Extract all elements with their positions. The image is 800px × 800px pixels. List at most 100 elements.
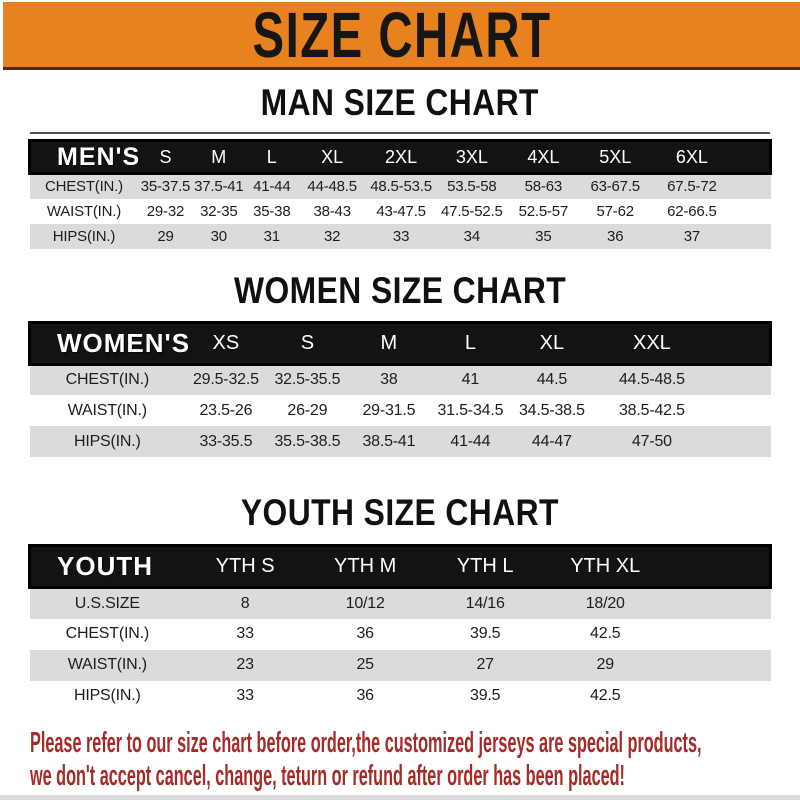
value-cell: 26-29: [287, 401, 328, 419]
value-cell: 58-63: [524, 178, 563, 196]
value-cell: 36: [356, 687, 374, 704]
value-cell: 33: [236, 625, 254, 642]
value-cell: 42.5: [590, 687, 621, 704]
row-label: HIPS(IN.): [52, 227, 116, 245]
value-cell: 34.5-38.5: [518, 401, 585, 419]
value-cell: 25: [356, 656, 374, 673]
table-row: HIPS(IN.) 33-35.5 35.5-38.5 38.5-41 41-44 44-…: [29, 426, 771, 457]
filler-cell: [733, 199, 771, 224]
value-cell: 67.5-72: [667, 178, 717, 196]
table-row: WAIST(IN.) 29-32 32-35 35-38 38-43 43-47.5 47.…: [30, 199, 771, 224]
value-cell: 38-43: [313, 202, 351, 220]
men-heading-text: MAN SIZE CHART: [260, 82, 540, 123]
table-row: CHEST(IN.) 33 36 39.5 42.5: [30, 619, 771, 650]
size-column-header: XS: [212, 331, 240, 354]
women-heading-text: WOMEN SIZE CHART: [233, 269, 567, 311]
value-cell: 37: [683, 227, 701, 245]
filler-cell: [711, 426, 770, 457]
value-cell: 41: [461, 371, 480, 389]
men-size-table: MEN'S S M L XL 2XL 3XL 4XL 5XL 6XL CHEST(IN.) 35-37…: [28, 139, 772, 249]
value-cell: 23: [236, 656, 254, 673]
value-cell: 38.5-41: [362, 432, 416, 450]
value-cell: 32-35: [200, 202, 238, 220]
size-column-header: YTH XL: [570, 555, 641, 577]
youth-size-table: YOUTH YTH S YTH M YTH L YTH XL U.S.SIZE 8 10/12…: [28, 544, 772, 712]
size-column-header: L: [266, 146, 277, 167]
value-cell: 29.5-32.5: [192, 371, 259, 389]
women-section-heading: WOMEN SIZE CHART: [0, 269, 800, 311]
size-column-header: 3XL: [455, 146, 488, 167]
value-cell: 42.5: [590, 625, 621, 642]
value-cell: 29: [157, 227, 174, 245]
table-row: WAIST(IN.) 23 25 27 29: [29, 649, 771, 681]
page-title: SIZE CHART: [252, 0, 551, 71]
value-cell: 38.5-42.5: [618, 401, 685, 419]
value-cell: 14/16: [465, 594, 505, 612]
value-cell: 29-32: [146, 202, 185, 220]
value-cell: 32.5-35.5: [274, 371, 341, 389]
size-column-header: YTH S: [215, 555, 275, 577]
table-header-row: MEN'S S M L XL 2XL 3XL 4XL 5XL 6XL: [29, 140, 771, 174]
value-cell: 31: [263, 227, 280, 245]
bottom-edge-strip: [0, 795, 800, 800]
row-label: CHEST(IN.): [65, 625, 150, 642]
value-cell: 33-35.5: [199, 432, 253, 450]
row-label: WAIST(IN.): [67, 401, 147, 419]
value-cell: 47-50: [631, 432, 672, 450]
size-column-header: YTH L: [456, 555, 514, 577]
value-cell: 44-48.5: [307, 178, 357, 196]
filler-cell: [711, 322, 770, 364]
size-column-header: 2XL: [385, 146, 418, 167]
banner: SIZE CHART: [3, 2, 800, 70]
row-label: CHEST(IN.): [65, 371, 150, 389]
value-cell: 38: [380, 371, 398, 389]
table-group-label: YOUTH: [57, 551, 153, 581]
size-column-header: 5XL: [599, 146, 632, 167]
table-group-label: MEN'S: [57, 142, 141, 171]
value-cell: 33: [236, 687, 254, 704]
size-column-header: M: [380, 331, 398, 354]
value-cell: 35.5-38.5: [274, 432, 341, 450]
value-cell: 29-31.5: [362, 401, 416, 419]
size-column-header: S: [300, 331, 315, 354]
row-label: WAIST(IN.): [67, 656, 147, 673]
value-cell: 37.5-41: [194, 178, 244, 196]
size-column-header: S: [159, 146, 172, 167]
footer-note: Please refer to our size chart before or…: [30, 726, 800, 792]
value-cell: 35-37.5: [140, 178, 191, 196]
filler-cell: [665, 650, 770, 681]
value-cell: 48.5-53.5: [370, 178, 432, 196]
value-cell: 18/20: [585, 594, 625, 612]
value-cell: 44-47: [531, 432, 572, 450]
table-header-row: YOUTH YTH S YTH M YTH L YTH XL: [29, 545, 771, 588]
row-label: CHEST(IN.): [44, 178, 123, 196]
value-cell: 52.5-57: [518, 202, 569, 220]
value-cell: 41-44: [450, 432, 491, 450]
table-row: HIPS(IN.) 29 30 31 32 33 34 35 36 37: [29, 223, 771, 249]
size-column-header: XL: [539, 331, 565, 354]
table-group-label: WOMEN'S: [57, 327, 191, 358]
value-cell: 53.5-58: [447, 178, 497, 196]
size-column-header: M: [211, 146, 227, 167]
filler-cell: [665, 546, 770, 588]
value-cell: 35-38: [253, 202, 291, 220]
value-cell: 32: [324, 227, 341, 245]
size-column-header: XL: [321, 146, 344, 167]
value-cell: 30: [210, 227, 227, 245]
filler-cell: [665, 588, 770, 619]
youth-heading-text: YOUTH SIZE CHART: [240, 492, 560, 533]
value-cell: 39.5: [470, 687, 501, 704]
footer-note-line1: Please refer to our size chart before or…: [30, 726, 702, 759]
value-cell: 44.5: [536, 371, 568, 389]
table-row: CHEST(IN.) 29.5-32.5 32.5-35.5 38 41 44.5 44.5…: [29, 364, 771, 395]
women-size-table: WOMEN'S XS S M L XL XXL CHEST(IN.) 29.5-32.5 32.5…: [28, 321, 772, 457]
row-label: HIPS(IN.): [73, 687, 141, 704]
value-cell: 36: [356, 625, 374, 642]
value-cell: 35: [535, 227, 552, 245]
table-row: U.S.SIZE 8 10/12 14/16 18/20: [29, 587, 771, 619]
value-cell: 57-62: [596, 202, 635, 220]
table-row: WAIST(IN.) 23.5-26 26-29 29-31.5 31.5-34.5 34…: [30, 395, 771, 426]
value-cell: 43-47.5: [376, 202, 426, 220]
value-cell: 31.5-34.5: [437, 401, 504, 419]
